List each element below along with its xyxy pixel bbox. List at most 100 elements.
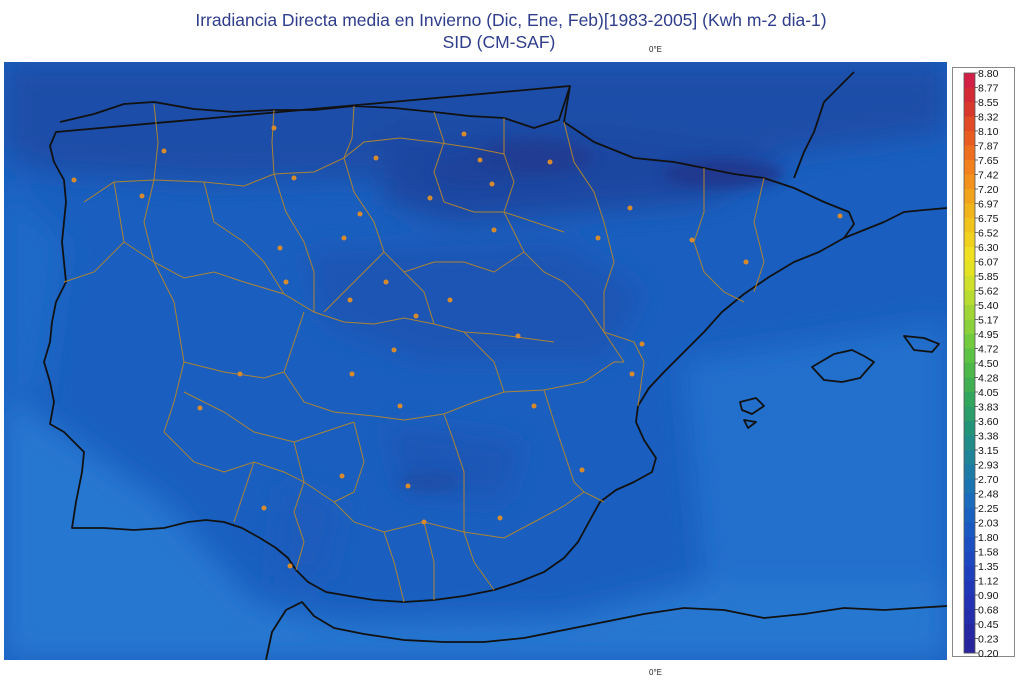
legend-label: 0.20 — [978, 648, 999, 658]
legend-swatch — [964, 638, 975, 654]
meridian-label-top: 0°E — [649, 45, 662, 54]
legend-label: 7.42 — [978, 169, 999, 181]
legend-label: 1.80 — [978, 532, 999, 544]
legend-swatch — [964, 551, 975, 567]
capital-marker — [689, 237, 695, 243]
legend-swatch — [964, 174, 975, 190]
legend-label: 0.90 — [978, 590, 999, 602]
legend-swatch — [964, 392, 975, 407]
iberian-coastline — [43, 85, 855, 603]
capital-marker — [405, 483, 411, 489]
formentera — [743, 419, 757, 429]
legend-swatch — [964, 609, 975, 625]
legend-label: 0.45 — [978, 619, 999, 631]
capital-marker — [283, 279, 289, 285]
coastlines — [43, 71, 947, 660]
legend-label: 4.28 — [978, 372, 999, 384]
legend-labels: 8.80 8.77 8.55 8.32 8.10 7.87 7.65 7.42 7.20 6.97… — [975, 68, 999, 658]
irradiance-field — [4, 62, 947, 660]
legend-label: 2.03 — [978, 517, 999, 529]
legend-swatch — [964, 218, 975, 233]
capital-marker — [743, 259, 749, 265]
legend-label: 7.20 — [978, 184, 999, 196]
capital-marker — [531, 403, 537, 409]
provincial-capitals — [71, 125, 843, 569]
legend-label: 1.35 — [978, 561, 999, 573]
legend-label: 8.80 — [978, 68, 999, 80]
legend-swatch — [964, 377, 975, 393]
capital-marker — [547, 159, 553, 165]
legend-label: 6.30 — [978, 242, 999, 254]
capital-marker — [837, 213, 843, 219]
capital-marker — [489, 181, 495, 187]
legend-swatch — [964, 203, 975, 219]
menorca — [903, 335, 940, 353]
map-title: Irradiancia Directa media en Invierno (D… — [195, 10, 827, 30]
legend-swatch — [964, 102, 975, 117]
capital-marker — [347, 297, 353, 303]
legend-label: 8.77 — [978, 82, 999, 94]
legend-swatch — [964, 290, 975, 306]
legend-label: 6.52 — [978, 227, 999, 239]
legend-label: 4.95 — [978, 329, 999, 341]
province-borders — [63, 103, 765, 603]
legend-swatch — [964, 566, 975, 581]
france-coastline — [843, 207, 947, 239]
capital-marker — [261, 505, 267, 511]
legend-swatch — [964, 450, 975, 465]
legend-swatch — [964, 508, 975, 523]
capital-marker — [357, 211, 363, 217]
legend-label: 1.58 — [978, 546, 999, 558]
legend-swatch — [964, 247, 975, 262]
legend-swatch — [964, 319, 975, 335]
legend-label: 6.75 — [978, 213, 999, 225]
legend-label: 3.60 — [978, 416, 999, 428]
capital-marker — [447, 297, 453, 303]
legend-label: 5.40 — [978, 300, 999, 312]
legend-swatch — [964, 305, 975, 320]
legend-label: 0.23 — [978, 633, 999, 645]
legend-swatch — [964, 334, 975, 349]
capital-marker — [271, 125, 277, 131]
ibiza — [739, 397, 765, 415]
legend-label: 7.87 — [978, 140, 999, 152]
legend-swatch — [964, 276, 975, 291]
legend-swatch — [964, 435, 975, 451]
legend-label: 4.05 — [978, 387, 999, 399]
capital-marker — [427, 195, 433, 201]
legend-label: 5.17 — [978, 314, 999, 326]
legend-label: 5.62 — [978, 285, 999, 297]
capital-marker — [287, 563, 293, 569]
legend-label: 6.07 — [978, 256, 999, 268]
capital-marker — [629, 371, 635, 377]
legend-label: 3.38 — [978, 430, 999, 442]
legend-label: 8.32 — [978, 111, 999, 123]
capital-marker — [237, 371, 243, 377]
legend-label: 2.70 — [978, 474, 999, 486]
legend-label: 4.72 — [978, 343, 999, 355]
capital-marker — [277, 245, 283, 251]
capital-marker — [383, 279, 389, 285]
map-subtitle: SID (CM-SAF) — [442, 32, 556, 52]
legend-label: 8.55 — [978, 97, 999, 109]
legend-swatch — [964, 363, 975, 378]
legend-swatch — [964, 131, 975, 146]
capital-marker — [139, 193, 145, 199]
legend-swatch — [964, 261, 975, 277]
legend-swatch — [964, 406, 975, 422]
legend-swatch — [964, 537, 975, 552]
capital-marker — [339, 473, 345, 479]
france-coast-north — [793, 71, 855, 179]
legend-swatch — [964, 160, 975, 175]
legend-swatch — [964, 73, 975, 88]
legend-swatches — [964, 73, 975, 654]
capital-marker — [491, 227, 497, 233]
meridian-label-bottom: 0°E — [649, 668, 662, 677]
capital-marker — [413, 313, 419, 319]
legend-swatch — [964, 421, 975, 436]
legend-label: 2.48 — [978, 488, 999, 500]
capital-marker — [627, 205, 633, 211]
legend-swatch — [964, 189, 975, 204]
legend-label: 3.83 — [978, 401, 999, 413]
legend-swatch — [964, 116, 975, 132]
